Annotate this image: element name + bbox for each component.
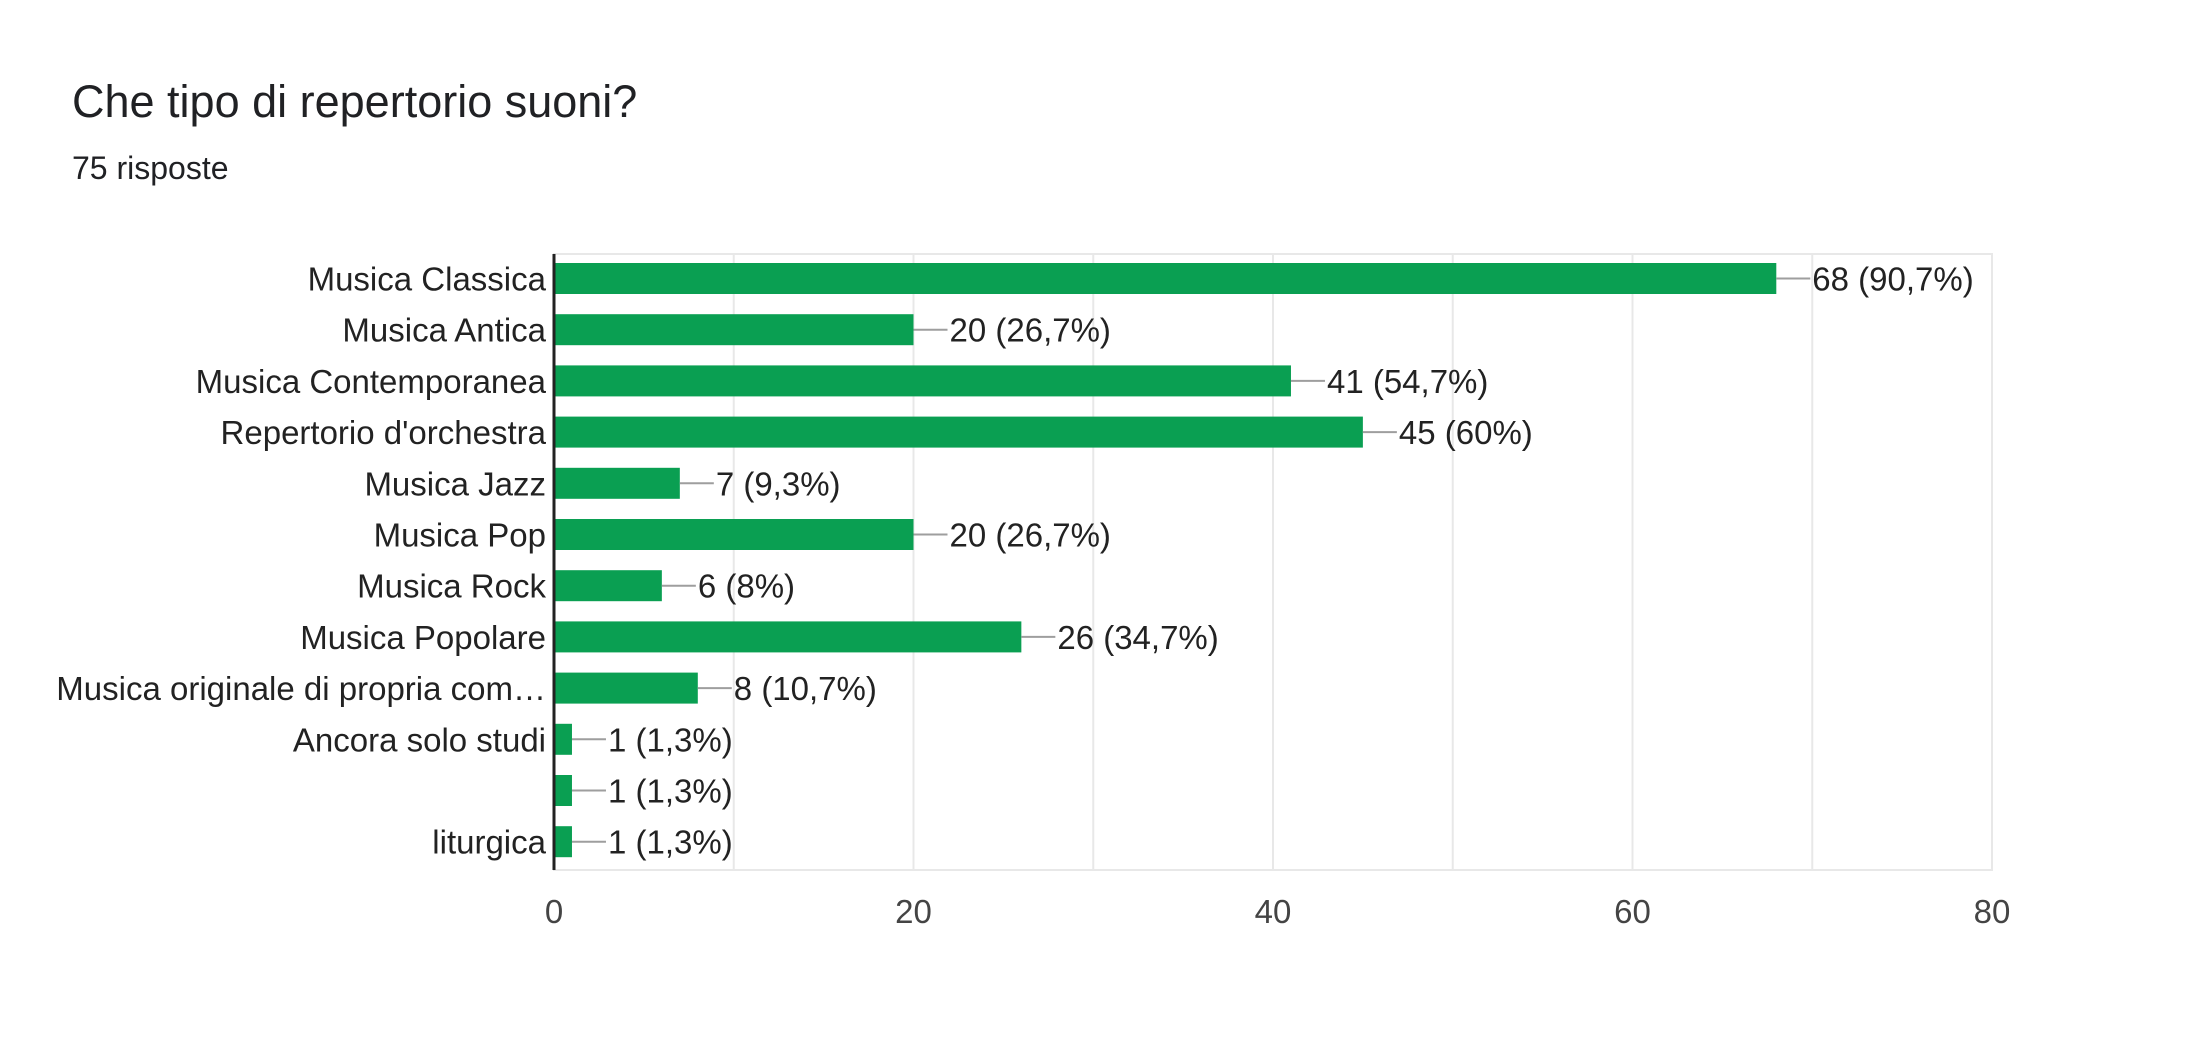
response-count: 75 risposte [72, 150, 229, 186]
bar [554, 519, 914, 550]
data-label: 6 (8%) [698, 568, 795, 605]
bar [554, 467, 680, 499]
data-label: 1 (1,3%) [608, 773, 733, 810]
category-label: Musica Rock [357, 568, 546, 605]
data-label: 26 (34,7%) [1057, 619, 1218, 656]
category-label: liturgica [432, 824, 546, 861]
x-tick-label: 0 [545, 893, 563, 930]
data-label: 7 (9,3%) [716, 465, 841, 502]
x-tick-label: 20 [895, 893, 932, 930]
bar [554, 570, 662, 602]
bar [554, 826, 572, 858]
bar [554, 775, 572, 806]
x-tick-label: 80 [1974, 893, 2011, 930]
bar [554, 263, 1777, 294]
category-label: Ancora solo studi [293, 721, 546, 758]
x-tick-label: 60 [1614, 893, 1651, 930]
category-label: Musica Classica [308, 261, 547, 298]
category-label: Musica Antica [342, 312, 546, 349]
data-label: 20 (26,7%) [950, 517, 1111, 554]
data-label: 1 (1,3%) [608, 721, 733, 758]
category-label: Musica Jazz [364, 465, 546, 502]
category-label: Musica Contemporanea [196, 363, 547, 400]
data-label: 20 (26,7%) [950, 312, 1111, 349]
data-label: 41 (54,7%) [1327, 363, 1488, 400]
bar [554, 416, 1363, 448]
category-label: Repertorio d'orchestra [221, 414, 547, 451]
category-label: Musica originale di propria com… [56, 670, 546, 707]
bar [554, 723, 572, 755]
bar [554, 672, 698, 704]
x-tick-label: 40 [1255, 893, 1292, 930]
data-label: 8 (10,7%) [734, 670, 877, 707]
category-label: Musica Popolare [300, 619, 546, 656]
data-label: 45 (60%) [1399, 414, 1533, 451]
data-label: 1 (1,3%) [608, 824, 733, 861]
bar [554, 314, 914, 346]
bar [554, 365, 1291, 397]
category-label: Musica Pop [374, 517, 546, 554]
bar [554, 621, 1022, 653]
data-label: 68 (90,7%) [1812, 261, 1973, 298]
chart-title: Che tipo di repertorio suoni? [72, 76, 638, 127]
